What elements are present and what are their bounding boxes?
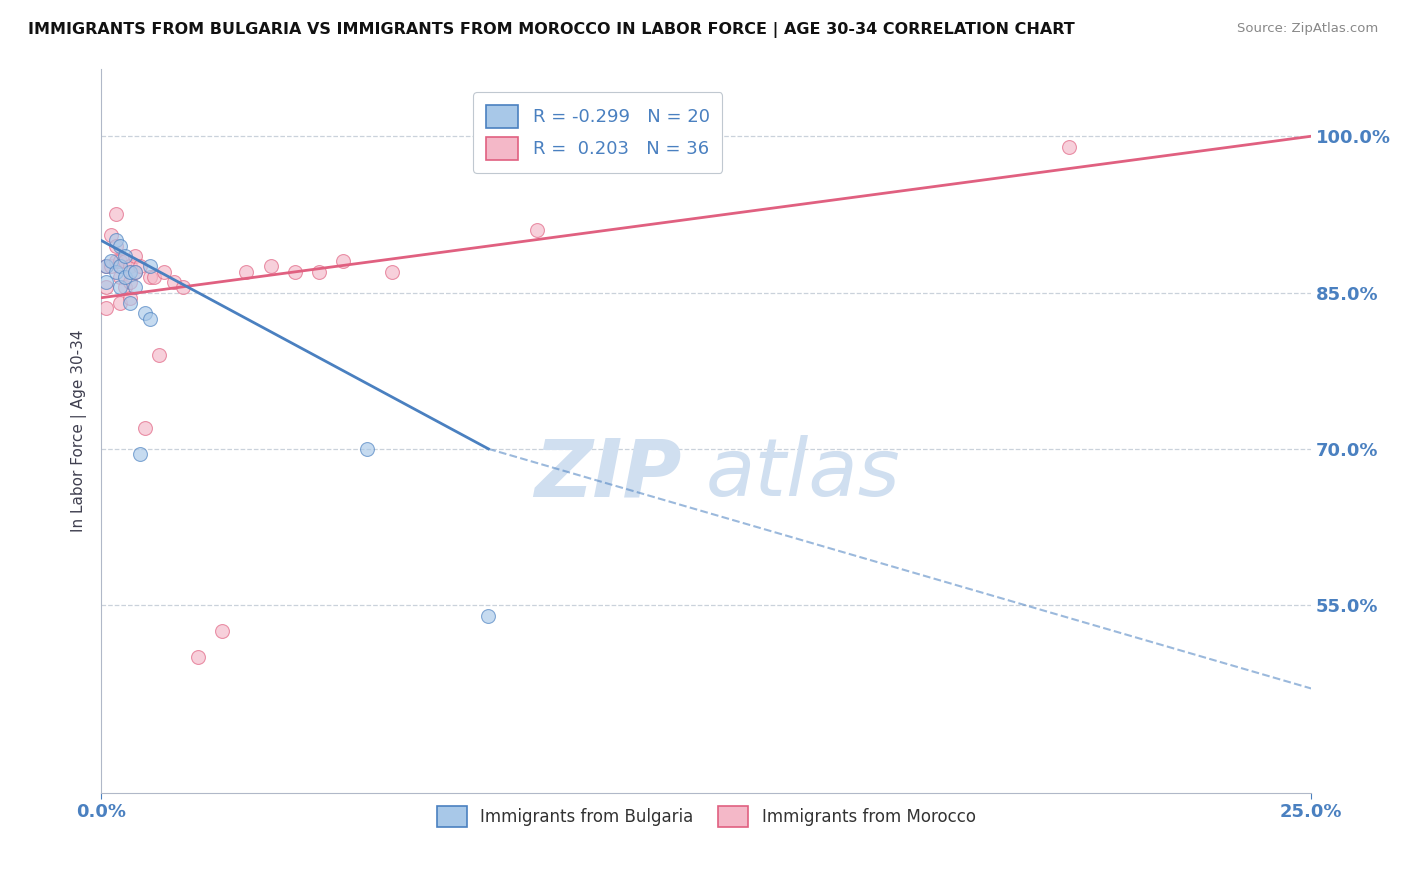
Point [187, 650, 209, 665]
Point [110, 280, 132, 294]
Point [114, 249, 136, 263]
Point [211, 624, 233, 639]
Point [128, 260, 150, 274]
Point [120, 275, 142, 289]
Point [380, 265, 402, 279]
Point [94, 280, 117, 294]
Point [100, 228, 122, 243]
Point [100, 254, 122, 268]
Y-axis label: In Labor Force | Age 30-34: In Labor Force | Age 30-34 [72, 329, 87, 532]
Point [120, 291, 142, 305]
Point [120, 296, 142, 310]
Point [138, 260, 160, 274]
Point [110, 269, 132, 284]
Point [356, 442, 378, 456]
Point [128, 447, 150, 461]
Point [308, 265, 330, 279]
Point [94, 275, 117, 289]
Point [120, 260, 142, 274]
Point [332, 254, 354, 268]
Point [114, 254, 136, 268]
Text: atlas: atlas [706, 435, 901, 513]
Point [104, 207, 127, 221]
Point [235, 265, 257, 279]
Point [163, 275, 186, 289]
Point [138, 269, 160, 284]
Point [284, 265, 307, 279]
Text: Source: ZipAtlas.com: Source: ZipAtlas.com [1237, 22, 1378, 36]
Point [124, 265, 146, 279]
Point [134, 421, 156, 435]
Point [1057, 139, 1080, 153]
Text: ZIP: ZIP [534, 435, 682, 513]
Point [110, 260, 132, 274]
Point [138, 311, 160, 326]
Point [94, 260, 117, 274]
Point [148, 348, 170, 362]
Legend: Immigrants from Bulgaria, Immigrants from Morocco: Immigrants from Bulgaria, Immigrants fro… [429, 798, 984, 835]
Point [124, 249, 146, 263]
Point [104, 265, 127, 279]
Point [110, 296, 132, 310]
Point [124, 265, 146, 279]
Point [172, 280, 194, 294]
Point [94, 301, 117, 315]
Point [104, 238, 127, 252]
Point [120, 265, 142, 279]
Text: IMMIGRANTS FROM BULGARIA VS IMMIGRANTS FROM MOROCCO IN LABOR FORCE | AGE 30-34 C: IMMIGRANTS FROM BULGARIA VS IMMIGRANTS F… [28, 22, 1074, 38]
Point [143, 269, 166, 284]
Point [134, 306, 156, 320]
Point [526, 223, 548, 237]
Point [124, 280, 146, 294]
Point [153, 265, 176, 279]
Point [100, 260, 122, 274]
Point [259, 260, 281, 274]
Point [110, 238, 132, 252]
Point [94, 260, 117, 274]
Point [477, 608, 499, 623]
Point [104, 234, 127, 248]
Point [114, 280, 136, 294]
Point [110, 254, 132, 268]
Point [114, 269, 136, 284]
Point [104, 254, 127, 268]
